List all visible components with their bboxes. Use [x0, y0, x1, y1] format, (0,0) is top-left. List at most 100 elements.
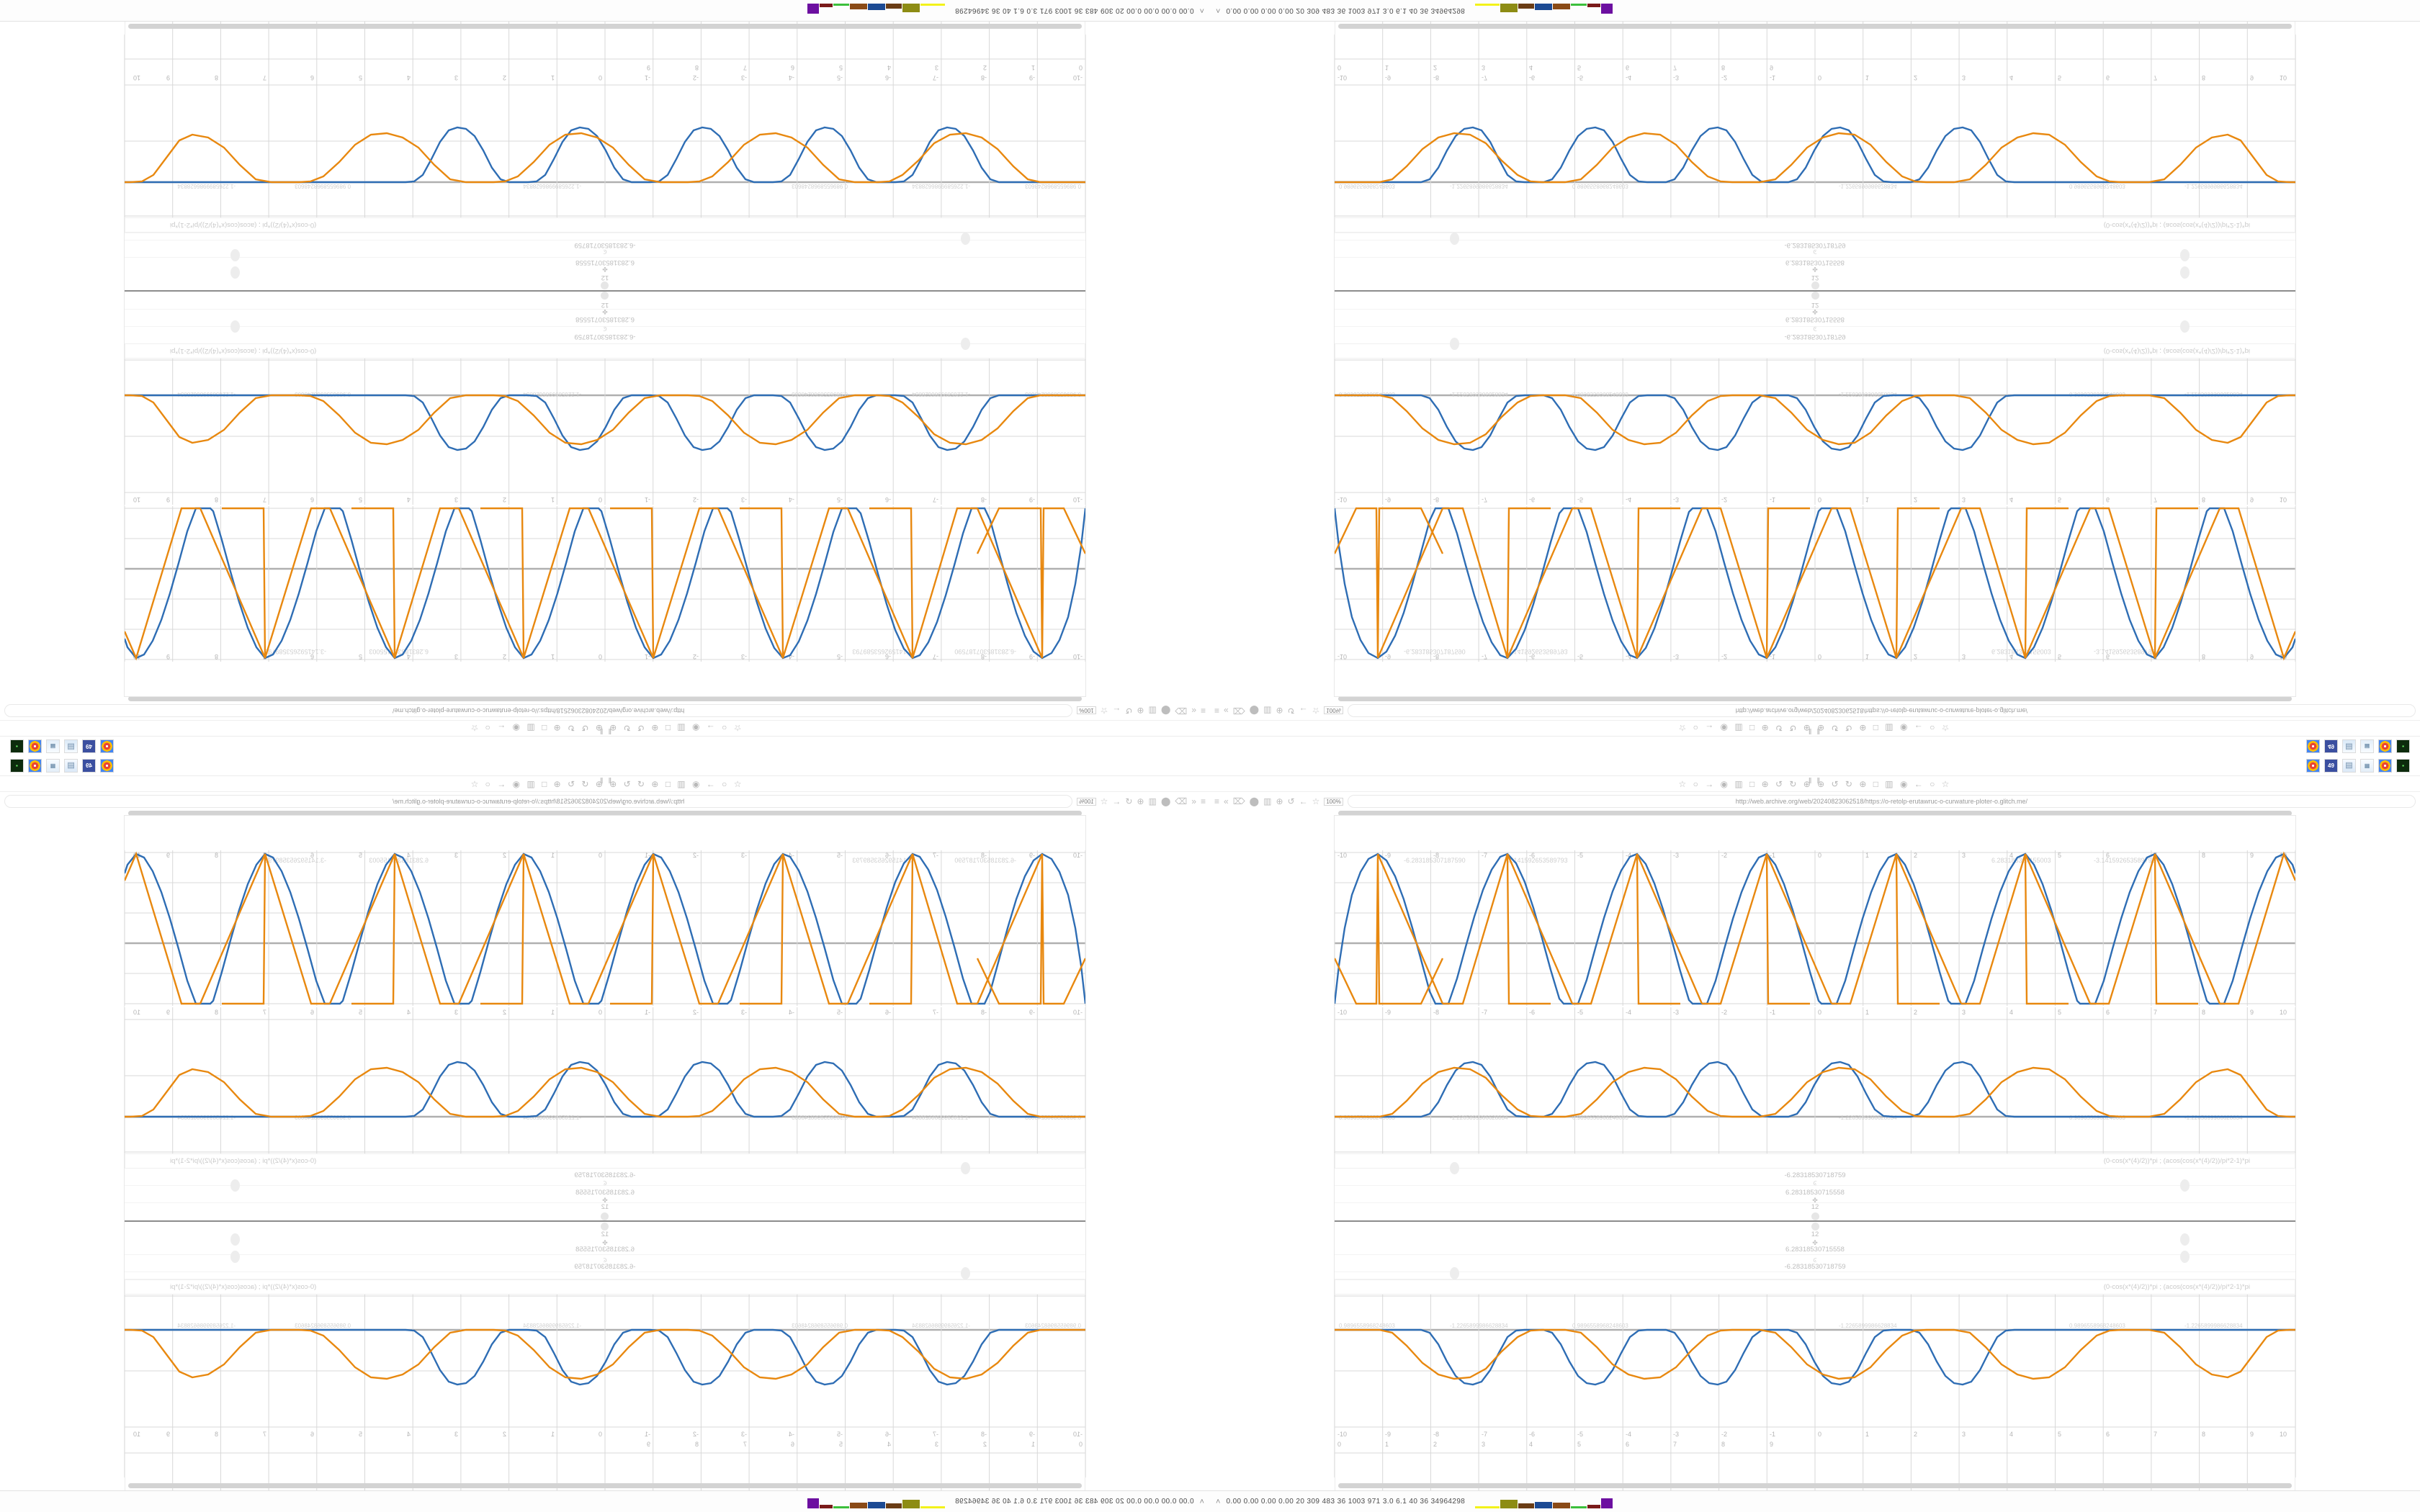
floppy-save-icon[interactable]: 49 [82, 739, 96, 753]
terminal-icon[interactable]: ▪ [10, 739, 24, 753]
terminal-icon[interactable]: ▪ [10, 759, 24, 773]
slider-knob[interactable] [2179, 1233, 2190, 1246]
chrome-icon[interactable] [2378, 739, 2392, 753]
star-icon[interactable]: ☆ [1100, 706, 1108, 716]
zoom-level-indicator[interactable]: 100% [1324, 706, 1343, 715]
slider-row-6[interactable]: ⪽ -6.28318530718759 [1335, 1251, 2295, 1272]
expand-caret-icon[interactable]: ˄ [1199, 6, 1204, 15]
slider-row-1[interactable]: -6.28318530718759 ⪽ [1335, 325, 2295, 350]
star-icon[interactable]: ☆ [1312, 706, 1320, 716]
chart-3-svg[interactable]: 0.9896558968248603 -1.2265899986628834 0… [125, 73, 1085, 217]
chart-3-svg[interactable]: 0.9896558968248603 -1.2265899986628834 0… [125, 1295, 1085, 1439]
address-bar[interactable]: http://web.archive.org/web/2024082306251… [4, 795, 1073, 808]
forward-icon[interactable]: ← [1112, 706, 1121, 716]
globe-icon[interactable]: ⊕ [1276, 706, 1283, 716]
back-icon[interactable]: « [1191, 706, 1196, 716]
slider-row-7[interactable] [1335, 1267, 2295, 1279]
chrome-icon[interactable] [2378, 759, 2392, 773]
page-scrollbar-bottom[interactable] [1338, 1483, 2292, 1488]
slider-row-3[interactable]: 12 [1335, 292, 2295, 309]
center-handle[interactable] [601, 282, 609, 289]
terminal-icon[interactable]: ▪ [2396, 739, 2410, 753]
center-handle[interactable] [601, 1223, 609, 1230]
formula-field-2[interactable]: (0-cos(x*(4)/2))*pi ; (acos(cos(x*(4)/2)… [125, 217, 1085, 233]
expand-caret-icon[interactable]: ˄ [1216, 1497, 1221, 1506]
zoom-level-indicator[interactable]: 100% [1077, 797, 1096, 806]
chrome-icon[interactable] [28, 759, 42, 773]
slider-knob[interactable] [960, 1267, 970, 1279]
slider-row-7[interactable] [1335, 233, 2295, 245]
archive-icon[interactable]: ▥ [1148, 706, 1157, 716]
forward-icon[interactable]: ← [1112, 796, 1121, 806]
slider-knob[interactable] [960, 233, 970, 245]
expand-caret-icon[interactable]: ˄ [1216, 6, 1221, 15]
chrome-icon[interactable] [100, 759, 114, 773]
forward-icon[interactable]: ← [1299, 796, 1308, 806]
slider-knob[interactable] [2179, 1251, 2190, 1263]
center-handle[interactable] [1811, 1223, 1819, 1230]
page-scrollbar-bottom[interactable] [128, 24, 1082, 29]
formula-field-1[interactable]: (0-cos(x*(4)/2))*pi ; (acos(cos(x*(4)/2)… [125, 1153, 1085, 1169]
slider-row-4[interactable]: 12 [125, 1222, 1085, 1238]
slider-row-5[interactable]: ✤ 6.28318530715558 [125, 1233, 1085, 1255]
globe-icon[interactable]: ⊕ [1137, 706, 1144, 716]
slider-knob[interactable] [1450, 1162, 1460, 1174]
back-icon[interactable]: « [1191, 796, 1196, 806]
document-icon[interactable]: ▤ [2342, 739, 2356, 753]
slider-row-5[interactable]: ✤ 6.28318530715558 [1335, 257, 2295, 279]
slider-row-5[interactable]: ✤ 6.28318530715558 [125, 257, 1085, 279]
slider-row-3[interactable]: 12 [1335, 1203, 2295, 1220]
slider-row-2[interactable]: 6.28318530715558 ✤ [125, 308, 1085, 333]
reload-icon[interactable]: ↺ [1125, 706, 1133, 716]
toolbar-glyph-row[interactable]: ☆ ○ → ◉ ▥ □ ⊕ ↺ ↻ ⊕ ⊕ ↺ ↻ ⊕ □ ▥ ◉ ← ○ ☆ [1678, 778, 1952, 789]
shield-icon[interactable]: ⬤ [1160, 796, 1171, 806]
chart-2-svg[interactable]: -10-9-8 -7-6-5 -4-3-2 -101 234 567 8910 … [125, 359, 1085, 505]
menu-icon[interactable]: ≡ [1200, 796, 1206, 806]
document-icon[interactable]: ▤ [64, 739, 78, 753]
terminal-icon[interactable]: ▪ [2396, 759, 2410, 773]
floppy-save-icon[interactable]: 49 [2324, 759, 2338, 773]
slider-knob[interactable] [1450, 233, 1460, 245]
archive-icon[interactable]: ▥ [1263, 706, 1272, 716]
slider-knob[interactable] [2179, 1179, 2190, 1192]
slider-row-1[interactable]: -6.28318530718759 ⪽ [1335, 1162, 2295, 1187]
reload-icon[interactable]: ↺ [1125, 796, 1133, 806]
formula-field-1[interactable]: (0-cos(x*(4)/2))*pi ; (acos(cos(x*(4)/2)… [1335, 1153, 2295, 1169]
slider-row-1[interactable]: -6.28318530718759 ⪽ [125, 325, 1085, 350]
expand-caret-icon[interactable]: ˄ [1199, 1497, 1204, 1506]
formula-field-2[interactable]: (0-cos(x*(4)/2))*pi ; (acos(cos(x*(4)/2)… [1335, 1279, 2295, 1295]
slider-row-2[interactable]: 6.28318530715558 ✤ [1335, 308, 2295, 333]
shield-icon[interactable]: ⬤ [1249, 706, 1260, 716]
formula-field-2[interactable]: (0-cos(x*(4)/2))*pi ; (acos(cos(x*(4)/2)… [1335, 217, 2295, 233]
calculator-icon[interactable]: ▦ [46, 759, 60, 773]
bookmark-icon[interactable]: ⌦ [1232, 796, 1245, 806]
document-icon[interactable]: ▤ [2342, 759, 2356, 773]
chrome-icon[interactable] [28, 739, 42, 753]
slider-row-4[interactable]: 12 [125, 274, 1085, 290]
star-icon[interactable]: ☆ [1312, 796, 1320, 806]
bookmark-icon[interactable]: ⌦ [1232, 706, 1245, 716]
slider-row-6[interactable]: ⪽ -6.28318530718759 [1335, 240, 2295, 261]
address-bar[interactable]: http://web.archive.org/web/2024082306251… [1347, 795, 2416, 808]
floppy-save-icon[interactable]: 49 [2324, 739, 2338, 753]
floppy-save-icon[interactable]: 49 [82, 759, 96, 773]
menu-icon[interactable]: ≡ [1200, 706, 1206, 716]
menu-icon[interactable]: ≡ [1214, 796, 1220, 806]
page-scrollbar-top[interactable] [1338, 811, 2292, 816]
globe-icon[interactable]: ⊕ [1137, 796, 1144, 806]
reload-icon[interactable]: ↺ [1287, 706, 1295, 716]
page-scrollbar-bottom[interactable] [128, 1483, 1082, 1488]
page-scrollbar-top[interactable] [128, 696, 1082, 701]
forward-icon[interactable]: ← [1299, 706, 1308, 716]
slider-row-4[interactable]: 12 [1335, 1222, 2295, 1238]
chart-3-svg[interactable]: 0.9896558968248603 -1.2265899986628834 0… [1335, 73, 2295, 217]
zoom-level-indicator[interactable]: 100% [1324, 797, 1343, 806]
formula-field-2[interactable]: (0-cos(x*(4)/2))*pi ; (acos(cos(x*(4)/2)… [125, 1279, 1085, 1295]
star-icon[interactable]: ☆ [1100, 796, 1108, 806]
bookmark-icon[interactable]: ⌦ [1175, 706, 1188, 716]
slider-row-7[interactable] [125, 1267, 1085, 1279]
address-bar[interactable]: http://web.archive.org/web/2024082306251… [4, 704, 1073, 717]
slider-row-2[interactable]: 6.28318530715558 ✤ [125, 1179, 1085, 1204]
address-bar[interactable]: http://web.archive.org/web/2024082306251… [1347, 704, 2416, 717]
